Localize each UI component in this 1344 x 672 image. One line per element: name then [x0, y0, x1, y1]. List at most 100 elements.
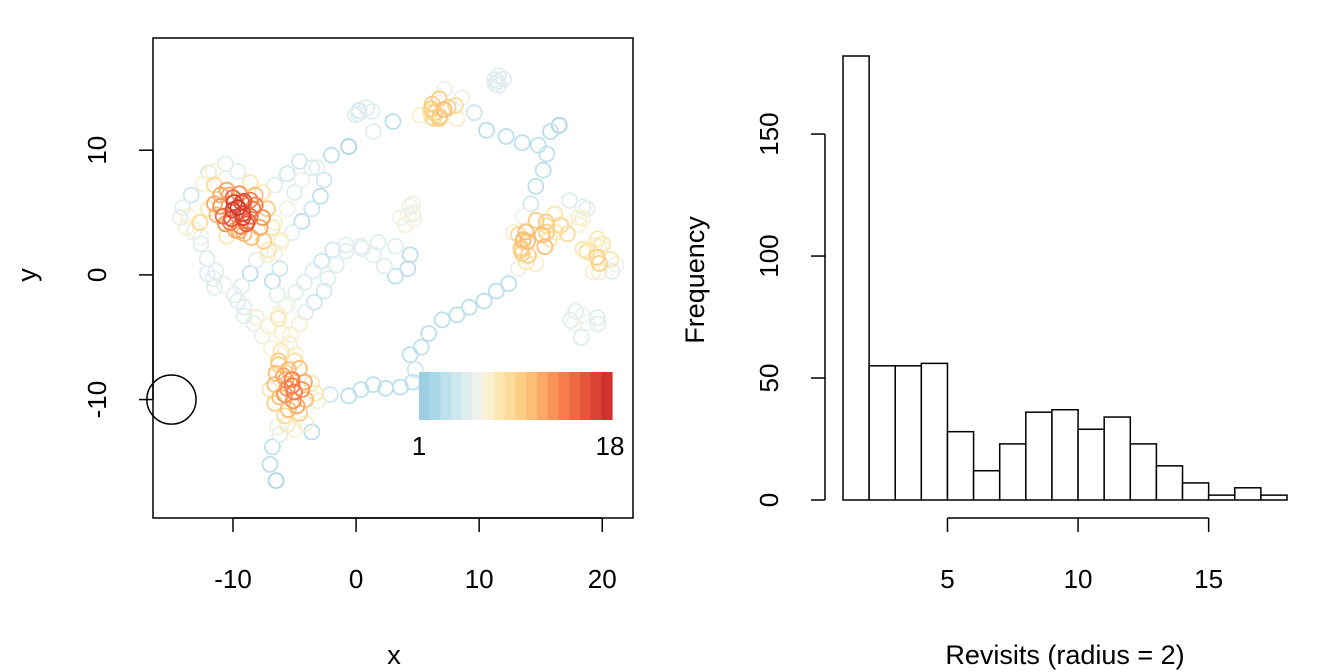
scatter-point: [235, 298, 253, 316]
histogram-bar: [1234, 487, 1262, 501]
scatter-point: [497, 128, 515, 145]
scatter-point: [283, 377, 301, 395]
colorbar-swatch: [440, 372, 452, 420]
scatter-point: [430, 110, 448, 127]
scatter-point: [486, 71, 504, 88]
colorbar-max-label: 18: [596, 431, 625, 461]
scatter-point: [286, 184, 303, 202]
scatter-point: [323, 146, 340, 164]
scatter-point: [399, 260, 417, 278]
scatter-point: [270, 310, 287, 327]
scatter-point: [478, 121, 495, 139]
scatter-point: [309, 392, 327, 410]
scatter-point: [278, 200, 296, 218]
scatter-point: [270, 352, 287, 370]
scatter-point: [303, 423, 321, 441]
scatter-point: [446, 97, 464, 114]
scatter-point: [287, 283, 305, 301]
scatter-point: [574, 198, 592, 216]
scatter-point: [262, 339, 280, 357]
scatter-point: [527, 177, 545, 195]
scatter-point: [489, 73, 507, 90]
scatter-point: [199, 200, 217, 218]
histogram-bar: [1181, 482, 1210, 501]
scatter-x-axis-label: x: [387, 640, 401, 670]
colorbar-swatch: [590, 372, 602, 420]
scatter-point: [241, 191, 259, 209]
radius-indicator-circle: [146, 374, 197, 425]
colorbar-swatch: [569, 372, 581, 420]
scatter-point: [304, 262, 322, 280]
histogram-x-tick-label: 5: [940, 564, 954, 594]
histogram-y-tick-label: 0: [754, 493, 784, 507]
scatter-point: [420, 325, 438, 342]
scatter-point: [267, 364, 285, 382]
scatter-point: [435, 101, 453, 118]
histogram-x-axis-label: Revisits (radius = 2): [945, 640, 1184, 670]
scatter-point: [570, 209, 587, 227]
scatter-point: [198, 265, 216, 283]
scatter-point: [174, 199, 191, 217]
scatter-point: [522, 195, 540, 213]
scatter-point: [500, 275, 518, 293]
scatter-point: [263, 219, 281, 236]
scatter-point: [487, 282, 505, 300]
scatter-y-axis: -10 0 10: [82, 136, 154, 419]
scatter-point: [465, 104, 483, 122]
colorbar-swatch: [472, 372, 484, 420]
scatter-point: [195, 175, 212, 193]
scatter-point: [297, 303, 315, 321]
histogram-y-axis-label: Frequency: [680, 216, 710, 344]
scatter-point: [278, 165, 296, 183]
scatter-point: [534, 161, 552, 179]
scatter-point: [517, 223, 535, 241]
scatter-y-tick-label: -10: [82, 381, 112, 419]
scatter-point: [400, 206, 418, 224]
scatter-point: [391, 378, 409, 396]
scatter-point: [201, 165, 219, 183]
scatter-y-tick-label: 0: [82, 268, 112, 282]
histogram-bar: [1155, 465, 1184, 501]
scatter-point: [303, 200, 321, 218]
histogram-x-tick-label: 15: [1194, 564, 1223, 594]
scatter-point: [319, 270, 337, 288]
scatter-point: [271, 260, 289, 278]
scatter-point: [217, 155, 235, 173]
scatter-point: [448, 306, 466, 324]
scatter-point: [364, 123, 382, 140]
scatter-point: [406, 361, 424, 379]
scatter-point: [574, 240, 592, 258]
scatter-point: [340, 138, 358, 155]
scatter-point: [405, 210, 423, 228]
scatter-point: [448, 110, 466, 128]
scatter-point: [246, 196, 264, 214]
colorbar-swatch: [536, 372, 549, 420]
scatter-point: [295, 273, 313, 291]
scatter-point: [293, 381, 311, 399]
scatter-point: [513, 134, 531, 152]
colorbar-swatch: [483, 372, 495, 420]
scatter-point: [436, 80, 454, 98]
scatter-point: [260, 241, 278, 259]
scatter-point: [291, 315, 308, 332]
histogram-x-axis: 5 10 15: [940, 517, 1223, 594]
scatter-point: [247, 251, 265, 269]
scatter-point: [191, 214, 209, 231]
scatter-point: [570, 216, 588, 234]
histogram-bar: [946, 430, 975, 501]
colorbar-swatch: [461, 372, 474, 420]
scatter-point: [261, 455, 279, 473]
colorbar-swatch: [419, 372, 431, 420]
colorbar-swatch: [494, 372, 506, 420]
histogram-panel: 5 10 15 0 50 100 150 Revisits (radius = 2) Fr…: [680, 55, 1288, 670]
scatter-point: [588, 248, 606, 266]
colorbar-swatch: [526, 372, 538, 420]
histogram-y-tick-label: 100: [754, 234, 784, 277]
histogram-bar: [868, 365, 896, 501]
scatter-point: [215, 276, 233, 294]
histogram-bar: [1025, 411, 1053, 501]
histogram-bar: [1103, 416, 1132, 501]
scatter-point: [303, 159, 321, 177]
scatter-point: [241, 207, 259, 225]
